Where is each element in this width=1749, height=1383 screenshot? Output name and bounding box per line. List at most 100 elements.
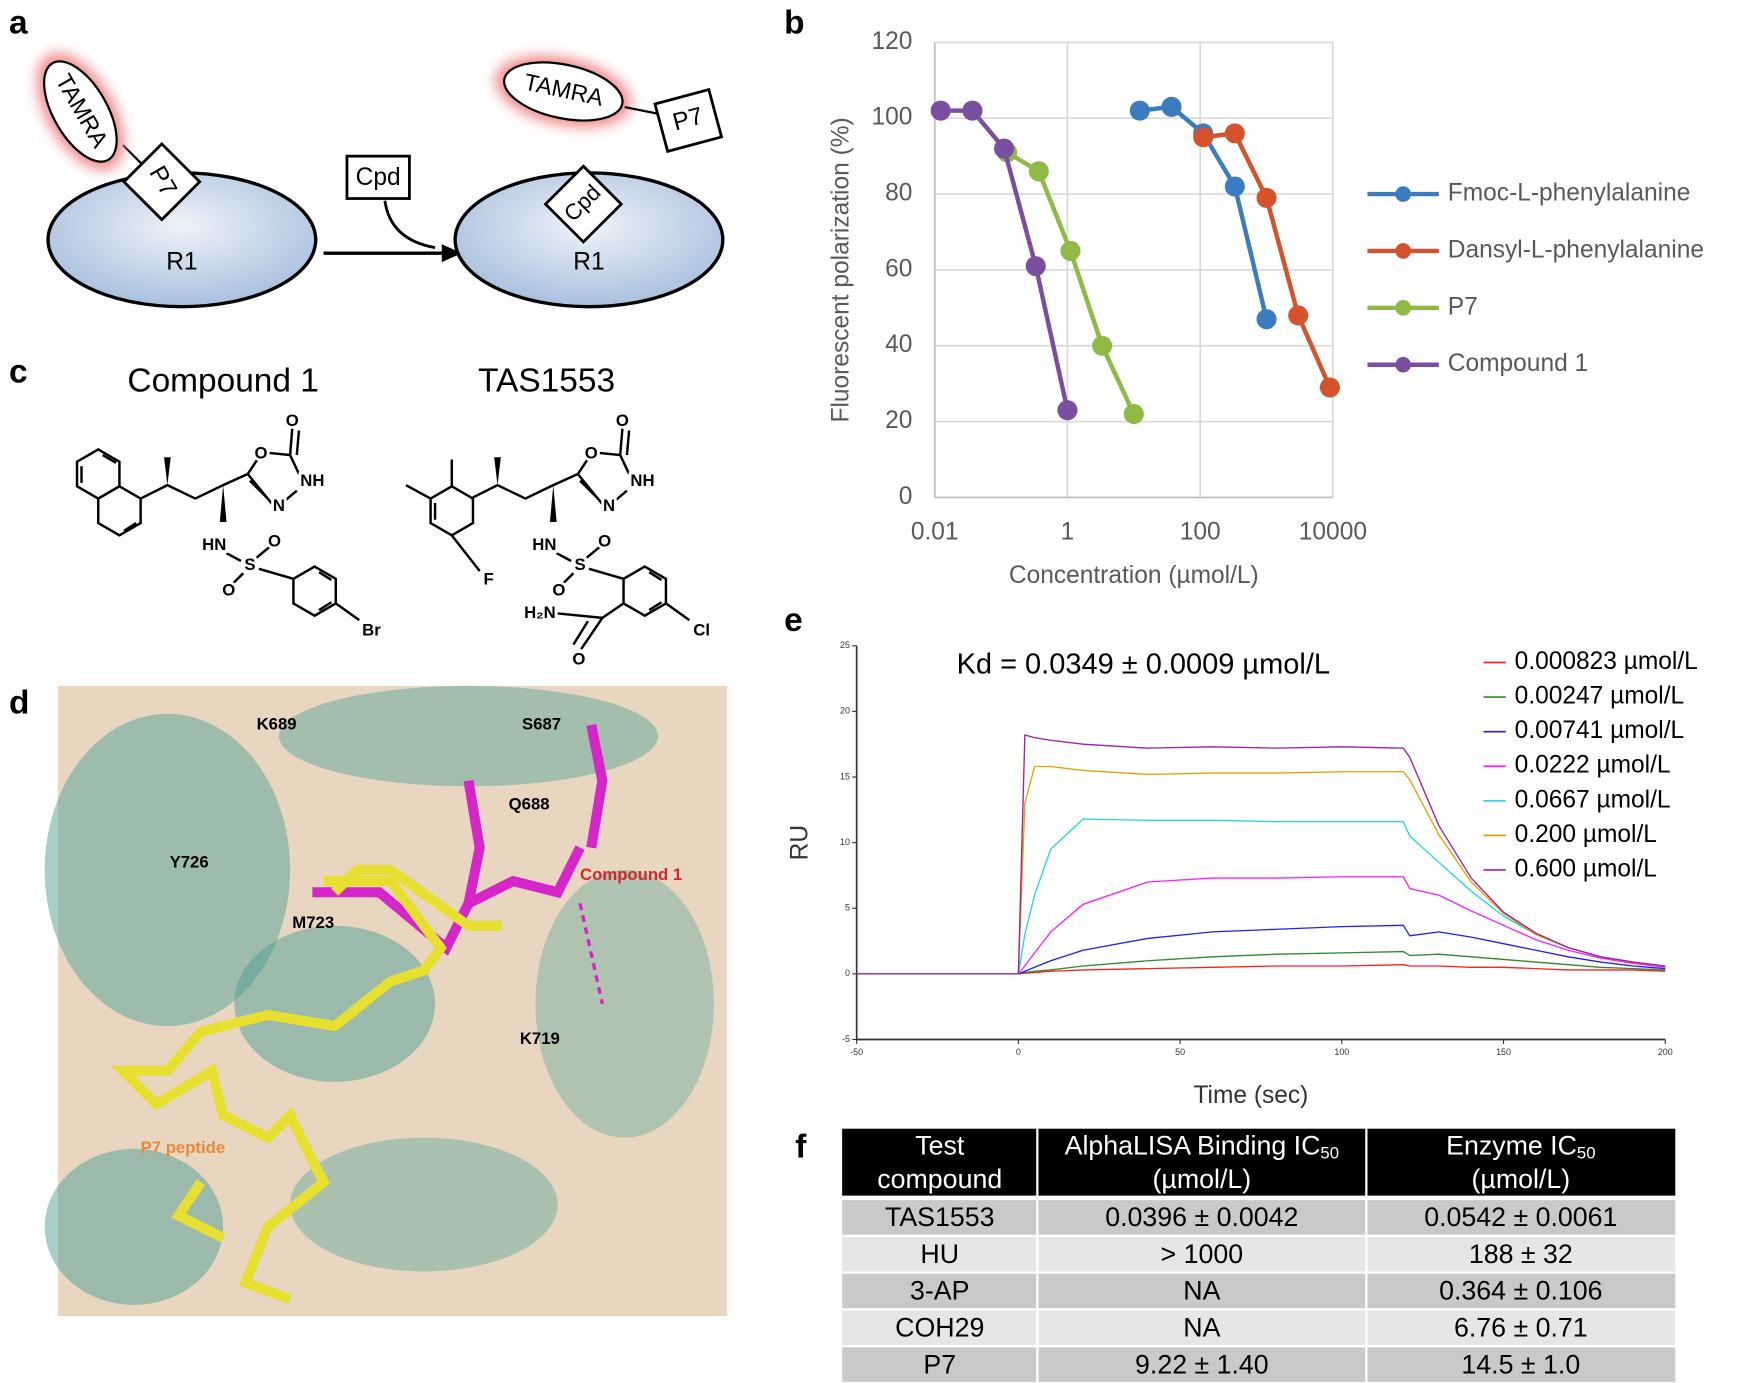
table-cell: COH29 [895,1313,984,1343]
panel-label: a [9,4,28,41]
linker [624,105,659,115]
table-cell: HU [920,1239,959,1269]
table-cell: NA [1183,1276,1220,1306]
table-cell: P7 [923,1349,956,1379]
header-text: compound [877,1164,1002,1194]
header-subscript: 50 [1320,1144,1339,1163]
peptide [653,87,724,154]
x-tick-label: 50 [1175,1047,1185,1057]
scheme: R1 P7 TAMRA Cpd R1 Cpd TAMRA P7 [36,53,725,309]
series-line [856,964,1666,975]
legend-label: 0.0222 µmol/L [1515,752,1671,779]
header-text: AlphaLISA Binding IC [1065,1131,1321,1161]
table-row-bg [842,1347,1676,1382]
atom: O [616,411,629,430]
legend-label: 0.000823 µmol/L [1515,648,1698,675]
data-point [1025,256,1046,277]
atom: H₂N [524,603,556,622]
structure-render [44,685,728,1317]
atom-labels: O O NH N HN S O O Br O O NH N HN S O O F… [199,408,712,671]
compound [543,164,624,244]
linker [121,144,144,166]
x-tick-label: 0 [1016,1047,1021,1057]
data-point [1256,187,1277,208]
table-cell: > 1000 [1161,1239,1244,1269]
data-point [930,100,951,121]
residue-label: K689 [257,714,297,733]
panel-label: b [784,4,804,41]
legend-label: 0.00247 µmol/L [1515,683,1685,710]
atom: O [268,531,281,550]
y-tick-label: 10 [840,837,850,847]
compound-box [345,154,411,200]
residue-label: Compound 1 [580,865,682,884]
y-axis-label: Fluorescent polarization (%) [828,117,855,422]
y-tick-label: 0 [845,968,850,978]
protein-label: R1 [573,249,604,276]
data-point [1060,240,1081,261]
series-line [856,950,1666,975]
table-cell: 0.0542 ± 0.0061 [1424,1202,1617,1232]
data-point [1288,305,1309,326]
y-tick-label: 20 [840,706,850,716]
y-tick-label: 5 [845,903,850,913]
data-point [1319,377,1340,398]
atom: S [574,555,585,574]
residue-label: M723 [292,913,334,932]
atom: NH [300,471,324,490]
atom: O [598,531,611,550]
arrowhead [441,244,462,263]
data-point [1123,403,1144,425]
x-tick-label: 10000 [1299,519,1367,546]
tamra [495,55,632,128]
atom: S [244,555,255,574]
header-text: Test [915,1131,965,1161]
structure [75,427,691,650]
y-tick-label: 20 [885,407,912,434]
table-cell: 188 ± 32 [1469,1239,1573,1269]
legend-label: 0.0667 µmol/L [1515,786,1671,813]
table-header-bg [842,1128,1676,1196]
table-header: AlphaLISA Binding IC50 [1065,1131,1339,1163]
data-point [1256,309,1277,330]
data-point [994,138,1015,159]
y-axis-label: RU [786,825,813,860]
y-tick-label: 0 [899,483,913,510]
table-cell: 0.0396 ± 0.0042 [1105,1202,1298,1232]
table-header: compound [877,1164,1002,1194]
table-cell: 3-AP [910,1276,969,1306]
legend-label: 0.200 µmol/L [1515,821,1657,848]
tamra [36,53,124,170]
legend-label: Dansyl-L-phenylalanine [1448,236,1704,263]
y-tick-label: 25 [840,640,850,650]
residue-label: P7 peptide [141,1138,226,1157]
x-axis-label: Concentration (µmol/L) [1009,562,1259,589]
legend-label: Fmoc-L-phenylalanine [1448,180,1691,207]
panel-label: c [9,353,28,390]
data-point [1193,127,1214,148]
x-tick-label: 0.01 [911,519,959,546]
atom: Br [362,621,381,640]
data-point [1129,100,1150,121]
table-row-bg [842,1236,1676,1272]
atom: NH [630,471,654,490]
peptide [121,141,202,222]
table-cell: 9.22 ± 1.40 [1135,1349,1269,1379]
arrow [383,200,436,249]
atom: HN [202,535,226,554]
table-row-bg [842,1310,1676,1346]
x-tick-label: -50 [850,1047,863,1057]
legend-label: P7 [1448,293,1478,320]
x-tick-label: 100 [1180,519,1221,546]
y-tick-label: 40 [885,331,912,358]
y-tick-label: -5 [842,1034,850,1044]
atom: O [552,581,565,600]
data-point [1092,335,1113,356]
series-line [856,876,1666,975]
series-line [856,924,1666,975]
table-cell: 14.5 ± 1.0 [1461,1349,1580,1379]
atom: O [572,650,585,669]
table-cell: 6.76 ± 0.71 [1454,1313,1588,1343]
x-tick-label: 100 [1334,1047,1349,1057]
